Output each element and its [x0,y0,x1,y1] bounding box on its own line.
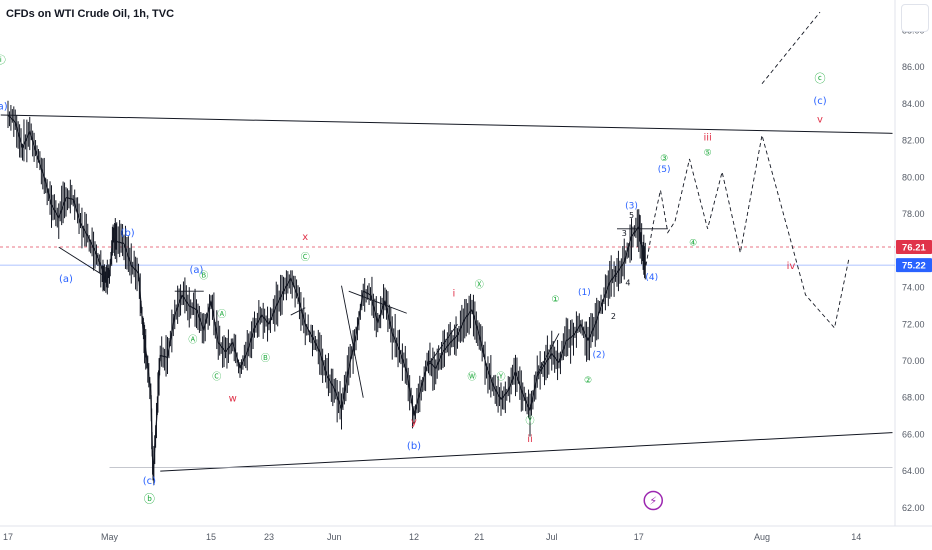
y-tick-label: 74.00 [902,283,925,293]
y-tick-label: 64.00 [902,466,925,476]
price-label-box [896,239,932,254]
wave-label: x [302,232,308,243]
pattern-line [536,333,560,375]
y-tick-label: 66.00 [902,429,925,439]
x-tick-label: 15 [206,532,216,542]
wave-label: i [452,289,455,300]
y-tick-label: 68.00 [902,393,925,403]
y-tick-label: 72.00 [902,319,925,329]
y-tick-label: 80.00 [902,172,925,182]
wave-label: Ⓑ [199,270,208,281]
y-tick-label: 86.00 [902,62,925,72]
wave-label: ⑤ [704,148,712,158]
price-label-box [896,258,932,273]
wave-label: Ⓦ [467,371,476,382]
price-line-series [7,114,647,475]
x-tick-label: 23 [264,532,274,542]
wave-label: (a) [190,265,204,276]
wave-label: ⓑ [144,492,155,505]
price-label: 76.21 [902,242,926,253]
y-tick-label: 78.00 [902,209,925,219]
y-tick-label: 62.00 [902,503,925,513]
wave-label: (a) [59,274,73,285]
wave-label: (2) [593,350,606,360]
wave-label: Ⓒ [301,252,310,263]
grid [0,0,932,527]
wave-labels: ⓘ(a)(a)(b)(c)ⓑ(a)ⒷⒶⒶⒸⒷwxⒸy(b)iⓍⓌⓎⓎii①(1)… [0,55,827,511]
wave-label: ③ [660,154,668,164]
projection-path [645,11,850,329]
wave-label: Ⓨ [496,371,505,382]
price-series [7,100,647,486]
y-tick-label: 84.00 [902,99,925,109]
x-tick-label: Aug [754,532,770,542]
x-tick-label: 21 [474,532,484,542]
wave-label: (1) [578,288,591,298]
time-axis: 17 May 15 23 Jun 12 21 Jul 17 Aug 14 [3,532,861,542]
pattern-line [58,246,103,276]
wave-label: 5 [629,211,634,220]
price-label: 75.22 [902,261,926,272]
x-tick-label: Jul [546,532,558,542]
projection-dashed [645,135,850,329]
trendlines [0,114,893,472]
wave-label: ⓘ [0,55,6,67]
wave-label: Ⓨ [525,415,534,426]
wave-label: w [229,393,237,404]
projection-upper [761,11,821,85]
wave-label: Ⓧ [475,280,484,291]
wave-label: Ⓐ [188,335,197,346]
wave-label: iv [787,261,796,272]
wave-label: (a) [0,101,8,112]
x-tick-label: May [101,532,119,542]
wave-label: (3) [625,202,638,212]
wave-label: (c) [813,96,826,107]
x-tick-label: 14 [851,532,861,542]
lightning-icon: ⚡ [649,495,657,508]
wave-label: ⓒ [815,72,826,85]
wave-label: (b) [407,441,421,452]
price-axis: 62.0064.0066.0068.0070.0072.0074.0076.00… [896,26,932,513]
wave-label: 3 [622,229,627,238]
wave-label: Ⓐ [217,309,226,320]
x-tick-label: 17 [634,532,644,542]
wave-label: ④ [689,238,697,248]
trendline [160,432,893,472]
wave-label: Ⓒ [212,371,221,382]
wave-label: 1 [613,270,618,279]
wave-label: 4 [625,279,630,288]
wave-label: v [817,114,823,125]
wave-label: ii [527,434,533,445]
x-tick-label: 12 [409,532,419,542]
wave-label: ① [551,295,559,305]
wave-label: 2 [611,312,616,321]
wave-label: (5) [658,165,671,175]
wave-label: (b) [121,228,135,239]
y-tick-label: 70.00 [902,356,925,366]
settings-button[interactable] [901,4,929,32]
pattern-line [341,285,364,398]
wave-label: (c) [143,476,156,487]
wave-label: (4) [645,273,658,283]
wave-label: y [411,417,417,428]
wave-label: iii [703,133,711,144]
wave-label: Ⓑ [261,353,270,364]
x-tick-label: 17 [3,532,13,542]
x-tick-label: Jun [327,532,342,542]
wave-label: ② [584,376,592,386]
pattern-line [348,290,407,314]
chart-title: CFDs on WTI Crude Oil, 1h, TVC [6,8,175,20]
y-tick-label: 82.00 [902,136,925,146]
trendline [0,114,893,134]
pattern-line [290,307,306,316]
event-icon-ring [643,490,663,511]
